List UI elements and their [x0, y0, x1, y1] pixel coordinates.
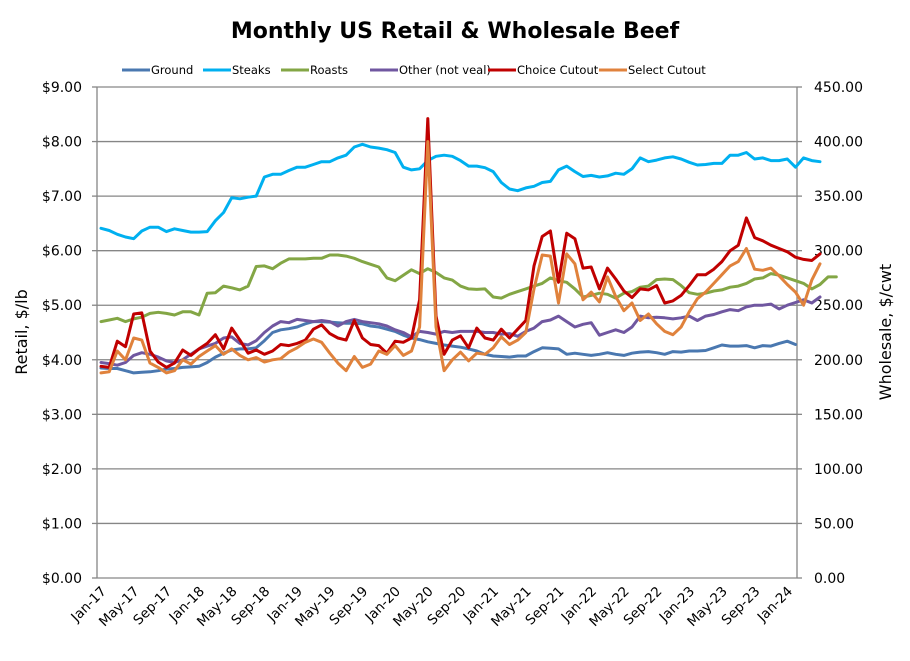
y-tick-label: $4.00	[42, 353, 82, 369]
y-tick-label: $7.00	[42, 189, 82, 205]
legend-label: Select Cutout	[628, 63, 706, 77]
series-lines	[99, 117, 838, 375]
legend-label: Choice Cutout	[517, 63, 599, 77]
y2-tick-label: 300.00	[814, 244, 863, 260]
y-axis-left-title: Retail, $/lb	[12, 289, 31, 375]
y-axis-left-labels: $0.00 $1.00 $2.00 $3.00 $4.00 $5.00 $6.00 $7.00…	[42, 80, 82, 587]
legend-label: Roasts	[310, 63, 348, 77]
axes	[92, 86, 802, 579]
y2-tick-label: 150.00	[814, 407, 863, 423]
series-line-roasts	[99, 253, 838, 324]
series-line-steaks	[99, 142, 822, 241]
chart-title: Monthly US Retail & Wholesale Beef	[231, 19, 680, 44]
y2-tick-label: 0.00	[814, 571, 845, 587]
legend-label: Steaks	[232, 63, 271, 77]
series-line-select-cutout	[99, 140, 822, 375]
x-axis-labels: Jan-17May-17Sep-17Jan-18May-18Sep-18Jan-…	[67, 584, 796, 630]
y2-tick-label: 400.00	[814, 135, 863, 151]
y2-tick-label: 250.00	[814, 298, 863, 314]
y-axis-right-title: Wholesale, $/cwt	[876, 264, 895, 400]
legend-item-choice-cutout: Choice Cutout	[488, 63, 599, 77]
legend-item-other-not-veal: Other (not veal)	[370, 63, 491, 77]
y-tick-label: $6.00	[42, 244, 82, 260]
legend-item-roasts: Roasts	[281, 63, 348, 77]
legend-label: Other (not veal)	[399, 63, 491, 77]
y2-tick-label: 100.00	[814, 462, 863, 478]
y-tick-label: $3.00	[42, 407, 82, 423]
y-tick-label: $1.00	[42, 516, 82, 532]
x-tick-label: Jan-24	[754, 584, 796, 626]
y-axis-right-labels: 0.00 50.00 100.00 150.00 200.00 250.00 300.00 3…	[814, 80, 863, 587]
y-tick-label: $9.00	[42, 80, 82, 96]
series-line-other-not-veal	[99, 295, 822, 367]
y2-tick-label: 450.00	[814, 80, 863, 96]
legend-label: Ground	[151, 63, 193, 77]
y-tick-label: $5.00	[42, 298, 82, 314]
y2-tick-label: 50.00	[814, 516, 854, 532]
series-line-choice-cutout	[99, 117, 822, 369]
y-tick-label: $2.00	[42, 462, 82, 478]
legend-item-steaks: Steaks	[203, 63, 271, 77]
legend-item-select-cutout: Select Cutout	[599, 63, 706, 77]
gridlines	[97, 86, 797, 525]
y2-tick-label: 200.00	[814, 353, 863, 369]
y2-tick-label: 350.00	[814, 189, 863, 205]
legend-item-ground: Ground	[122, 63, 193, 77]
legend: Ground Steaks Roasts Other (not veal) Choice…	[122, 63, 706, 77]
y-tick-label: $0.00	[42, 571, 82, 587]
y-tick-label: $8.00	[42, 135, 82, 151]
